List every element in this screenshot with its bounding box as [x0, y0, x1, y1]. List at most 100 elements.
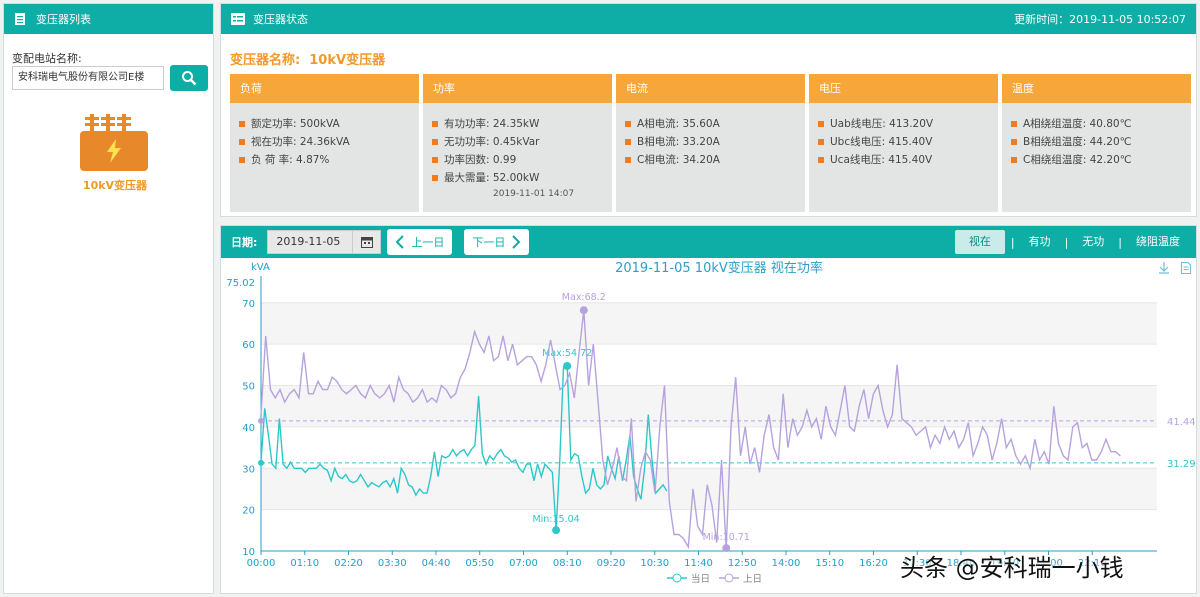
card-item: A相电流: 35.60A	[625, 115, 805, 133]
transformer-item[interactable]	[76, 112, 152, 192]
x-tick-label: 07:00	[509, 558, 538, 569]
card-item: B相电流: 33.20A	[625, 133, 805, 151]
watermark: 头条 @安科瑞一小钱	[900, 554, 1124, 582]
calendar-button[interactable]	[353, 230, 382, 254]
max-label: Max:68.2	[562, 292, 606, 303]
y-tick-label: 40	[242, 423, 255, 434]
x-tick-label: 15:10	[815, 558, 844, 569]
max-point	[579, 306, 588, 315]
status-card: 温度 A相绕组温度: 40.80℃ B相绕组温度: 44.20℃ C相绕组温度: 42…	[1002, 74, 1191, 212]
calendar-icon	[360, 237, 373, 248]
x-tick-label: 04:40	[422, 558, 451, 569]
card-item: 视在功率: 24.36kVA	[239, 133, 419, 151]
x-tick-label: 10:30	[640, 558, 669, 569]
download-icon[interactable]	[1159, 262, 1169, 274]
search-icon	[182, 71, 197, 86]
status-card: 负荷 额定功率: 500kVA 视在功率: 24.36kVA 负 荷 率: 4.87%	[230, 74, 419, 212]
tab-apparent[interactable]: 视在	[954, 230, 1005, 254]
tab-reactive[interactable]: 无功	[1082, 235, 1105, 248]
card-item: 额定功率: 500kVA	[239, 115, 419, 133]
x-tick-label: 22:10	[1078, 558, 1107, 569]
station-label: 变配电站名称:	[12, 52, 82, 65]
card-item: Uab线电压: 413.20V	[818, 115, 998, 133]
metric-tabs: 视在 | 有功 | 无功 | 绕阻温度	[954, 226, 1196, 258]
chart-title: 2019-11-05 10kV变压器 视在功率	[615, 260, 823, 276]
y-tick-label: 70	[242, 299, 255, 310]
x-tick-label: 09:20	[597, 558, 626, 569]
transformer-list-panel: 变压器列表 变配电站名称: 安科瑞电气股份有限公司E楼 10kV变压器	[3, 3, 214, 594]
prev-day-button[interactable]: 上一日	[387, 229, 453, 255]
card-title: 电压	[809, 74, 998, 103]
grid-band	[261, 302, 1157, 345]
status-header: 变压器状态 更新时间：2019-11-05 10:52:07	[221, 4, 1196, 34]
card-item: Uca线电压: 415.40V	[818, 151, 998, 169]
tab-active[interactable]: 有功	[1028, 235, 1051, 248]
y-tick-label: 20	[242, 506, 255, 517]
average-label: 31.29	[1167, 459, 1196, 470]
card-item: C相电流: 34.20A	[625, 151, 805, 169]
list-icon	[14, 13, 28, 25]
card-item: 无功功率: 0.45kVar	[432, 133, 612, 151]
x-tick-label: 05:50	[465, 558, 494, 569]
x-tick-label: 19:50	[990, 558, 1019, 569]
transformer-name[interactable]: 10kV变压器	[82, 179, 148, 192]
status-card: 电压 Uab线电压: 413.20V Ubc线电压: 415.40V Uca线电压: …	[809, 74, 998, 212]
legend-marker	[672, 573, 682, 583]
y-tick-label: 30	[242, 464, 255, 475]
y-tick-label: 60	[242, 340, 255, 351]
data-view-icon[interactable]	[1180, 261, 1192, 275]
card-item: A相绕组温度: 40.80℃	[1011, 115, 1191, 133]
x-tick-label: 08:10	[553, 558, 582, 569]
x-tick-label: 18:40	[947, 558, 976, 569]
search-button[interactable]	[170, 65, 208, 91]
y-tick-label: 10	[242, 547, 255, 558]
x-tick-label: 17:30	[903, 558, 932, 569]
chart-toolbar: 日期: 2019-11-05 上一日 下一日 视在 | 有功 | 无功 | 绕阻…	[221, 226, 1196, 258]
max-demand-time: 2019-11-01 14:07	[493, 189, 575, 199]
status-card: 电流 A相电流: 35.60A B相电流: 33.20A C相电流: 34.20A	[616, 74, 805, 212]
card-item: 有功功率: 24.35kW	[432, 115, 612, 133]
legend-marker	[724, 573, 734, 583]
station-input[interactable]: 安科瑞电气股份有限公司E楼	[12, 66, 164, 90]
series-line-yesterday	[260, 310, 1121, 550]
chart-panel: 日期: 2019-11-05 上一日 下一日 视在 | 有功 | 无功 | 绕阻…	[220, 225, 1197, 594]
card-item: 功率因数: 0.99	[432, 151, 612, 169]
transformer-title: 变压器名称: 10kV变压器	[230, 53, 386, 68]
x-tick-label: 11:40	[684, 558, 713, 569]
min-point	[552, 526, 561, 535]
legend-label: 当日	[691, 573, 710, 585]
transformer-status-panel: 变压器状态 更新时间：2019-11-05 10:52:07 变压器名称: 10…	[220, 3, 1197, 217]
card-item: Ubc线电压: 415.40V	[818, 133, 998, 151]
tab-winding-temp[interactable]: 绕阻温度	[1136, 235, 1180, 248]
card-title: 功率	[423, 74, 612, 103]
min-label: Min:10.71	[703, 532, 750, 543]
monitor-icon	[231, 13, 245, 25]
max-point	[563, 361, 572, 370]
date-label: 日期:	[231, 236, 258, 249]
panel-title: 变压器状态	[253, 13, 308, 26]
update-time: 更新时间：2019-11-05 10:52:07	[1014, 13, 1186, 26]
grid-band	[261, 468, 1157, 510]
x-tick-label: 00:00	[247, 558, 276, 569]
power-chart: 10 20 30 40 50 60 70 75.02 kVA 2019-11-05 10kV变压器…	[226, 260, 1196, 585]
series-line-today	[260, 365, 668, 531]
card-item: B相绕组温度: 44.20℃	[1011, 133, 1191, 151]
chevron-left-icon	[395, 235, 405, 249]
chevron-right-icon	[512, 235, 521, 249]
min-label: Min:15.04	[532, 514, 579, 525]
next-day-button[interactable]: 下一日	[464, 229, 530, 255]
grid-band	[261, 385, 1157, 427]
average-start-point	[258, 459, 264, 466]
panel-title: 变压器列表	[36, 13, 91, 26]
date-input[interactable]: 2019-11-05	[267, 230, 354, 254]
y-tick-label: 50	[242, 382, 255, 393]
min-point	[722, 544, 731, 553]
card-title: 电流	[616, 74, 805, 103]
x-tick-label: 21:00	[1034, 558, 1063, 569]
x-tick-label: 16:20	[859, 558, 888, 569]
card-item: 负 荷 率: 4.87%	[239, 151, 419, 169]
max-label: Max:54.72	[542, 348, 592, 359]
y-axis-label: kVA	[251, 262, 270, 273]
transformer-list-header: 变压器列表	[4, 4, 213, 34]
card-title: 温度	[1002, 74, 1191, 103]
